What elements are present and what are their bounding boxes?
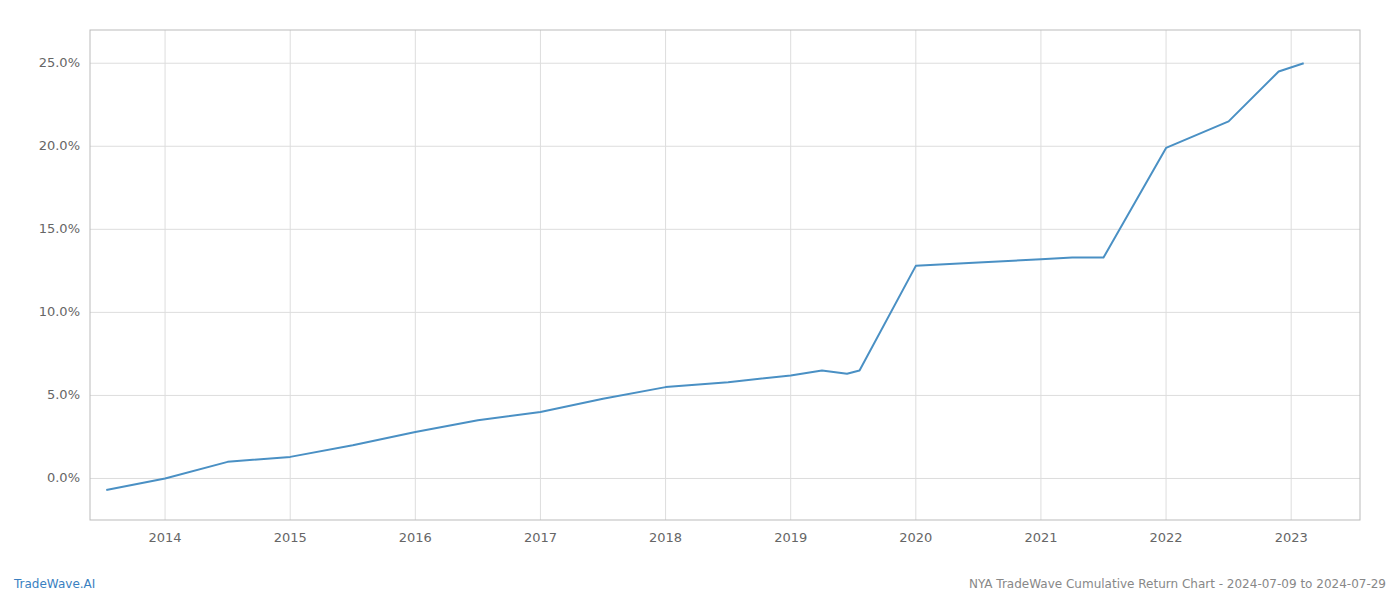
x-grid-line <box>790 30 791 520</box>
chart: 0.0% 5.0% 10.0% 15.0% 20.0% 25.0% 2014 2015 2016… <box>0 0 1400 600</box>
footer-left: TradeWave.AI <box>13 577 95 591</box>
grid <box>90 30 1360 520</box>
y-tick-label: 5.0% <box>47 387 80 402</box>
x-grid-line <box>1040 30 1041 520</box>
axes: 0.0% 5.0% 10.0% 15.0% 20.0% 25.0% 2014 2015 2016… <box>39 30 1360 545</box>
x-grid-line <box>165 30 166 520</box>
y-grid-line <box>90 312 1360 313</box>
y-tick-label: 0.0% <box>47 470 80 485</box>
y-tick-label: 25.0% <box>39 55 80 70</box>
plot-frame <box>90 30 1360 520</box>
series <box>106 63 1303 490</box>
x-tick-label: 2015 <box>274 530 307 545</box>
x-grid-line <box>415 30 416 520</box>
x-tick-label: 2021 <box>1024 530 1057 545</box>
y-tick-label: 10.0% <box>39 304 80 319</box>
chart-container: 0.0% 5.0% 10.0% 15.0% 20.0% 25.0% 2014 2015 2016… <box>0 0 1400 600</box>
line <box>106 63 1303 490</box>
x-tick-label: 2018 <box>649 530 682 545</box>
background <box>0 0 1400 600</box>
x-tick-label: 2019 <box>774 530 807 545</box>
x-tick-label: 2022 <box>1150 530 1183 545</box>
x-tick-label: 2020 <box>899 530 932 545</box>
x-tick-label: 2023 <box>1275 530 1308 545</box>
y-grid-line <box>90 63 1360 64</box>
x-grid-line <box>1166 30 1167 520</box>
y-grid-line <box>90 229 1360 230</box>
x-grid-line <box>290 30 291 520</box>
x-tick-label: 2016 <box>399 530 432 545</box>
x-grid-line <box>915 30 916 520</box>
x-tick-label: 2017 <box>524 530 557 545</box>
x-grid-line <box>1291 30 1292 520</box>
footer-right: NYA TradeWave Cumulative Return Chart - … <box>969 577 1386 591</box>
y-tick-label: 15.0% <box>39 221 80 236</box>
y-tick-label: 20.0% <box>39 138 80 153</box>
x-grid-line <box>665 30 666 520</box>
y-grid-line <box>90 478 1360 479</box>
x-tick-label: 2014 <box>149 530 182 545</box>
y-grid-line <box>90 395 1360 396</box>
x-grid-line <box>540 30 541 520</box>
